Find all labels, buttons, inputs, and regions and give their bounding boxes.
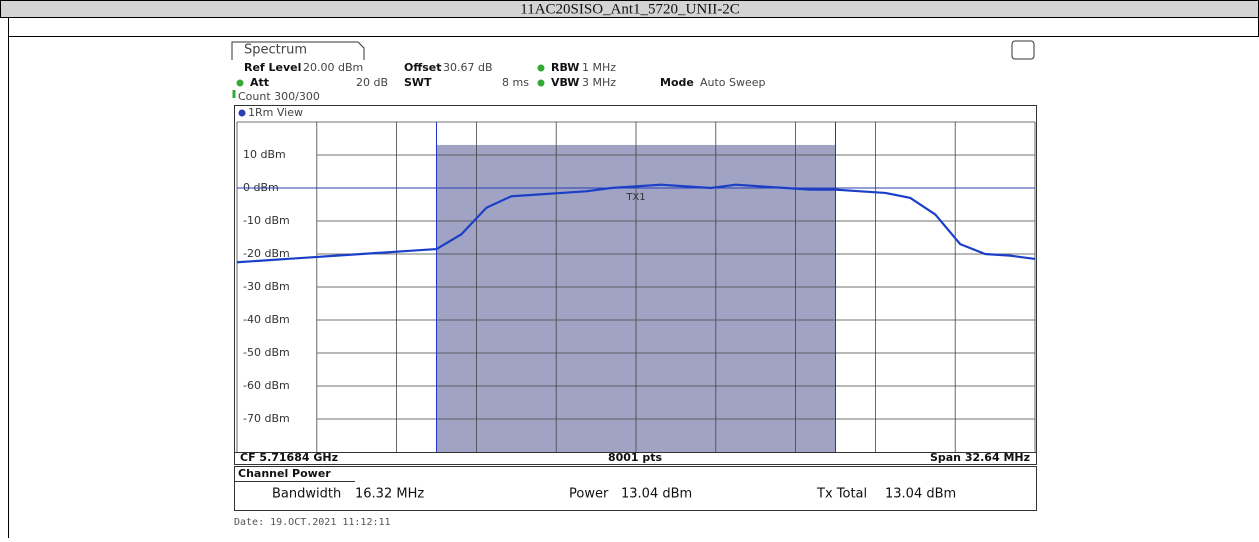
setting: 30.67 dB: [443, 61, 493, 74]
trace: [236, 183, 1036, 264]
setting: 20.00 dBm: [303, 61, 363, 74]
title: 11AC20SISO_Ant1_5720_UNII-2C: [520, 1, 739, 17]
setting: Mode: [660, 76, 694, 89]
footer: Span 32.64 MHz: [930, 451, 1030, 464]
setting: 1 MHz: [582, 61, 616, 74]
setting: SWT: [404, 76, 432, 89]
view-label: 1Rm View: [248, 106, 303, 119]
dot: [537, 64, 545, 72]
footer: CF 5.71684 GHz: [240, 451, 338, 464]
setting: RBW: [551, 61, 579, 74]
label: Tx Total: [816, 487, 867, 502]
setting: 8 ms: [502, 76, 529, 89]
value: 13.04 dBm: [621, 487, 692, 502]
y-tick-label: -70 dBm: [243, 412, 290, 425]
setting: Ref Level: [244, 61, 301, 74]
footer: 8001 pts: [608, 451, 663, 464]
tab: [231, 41, 365, 60]
label: Bandwidth: [272, 487, 341, 502]
setting: Count 300/300: [238, 90, 320, 103]
tx-label: TX1: [625, 192, 645, 203]
setting: Offset: [404, 61, 442, 74]
value: 13.04 dBm: [885, 487, 956, 502]
dot: [238, 109, 246, 117]
date: Date: 19.OCT.2021 11:12:11: [234, 517, 391, 528]
label: Power: [569, 487, 609, 502]
channel-panel: [234, 466, 1037, 511]
y-tick-label: -10 dBm: [243, 214, 290, 227]
setting: VBW: [551, 76, 579, 89]
dot: [236, 79, 244, 87]
tab-label: Spectrum: [244, 43, 307, 58]
y-tick-label: -30 dBm: [243, 280, 290, 293]
setting: 20 dB: [356, 76, 388, 89]
setting: Att: [250, 76, 269, 89]
y-tick-label: 10 dBm: [243, 148, 286, 161]
y-tick-label: -50 dBm: [243, 346, 290, 359]
setting: Auto Sweep: [700, 76, 766, 89]
value: 16.32 MHz: [355, 487, 424, 502]
icon: [1011, 40, 1035, 60]
dot: [537, 79, 545, 87]
y-tick-label: -20 dBm: [243, 247, 290, 260]
y-tick-label: -60 dBm: [243, 379, 290, 392]
y-tick-label: -40 dBm: [243, 313, 290, 326]
setting: 3 MHz: [582, 76, 616, 89]
panel-title: Channel Power: [238, 467, 331, 480]
